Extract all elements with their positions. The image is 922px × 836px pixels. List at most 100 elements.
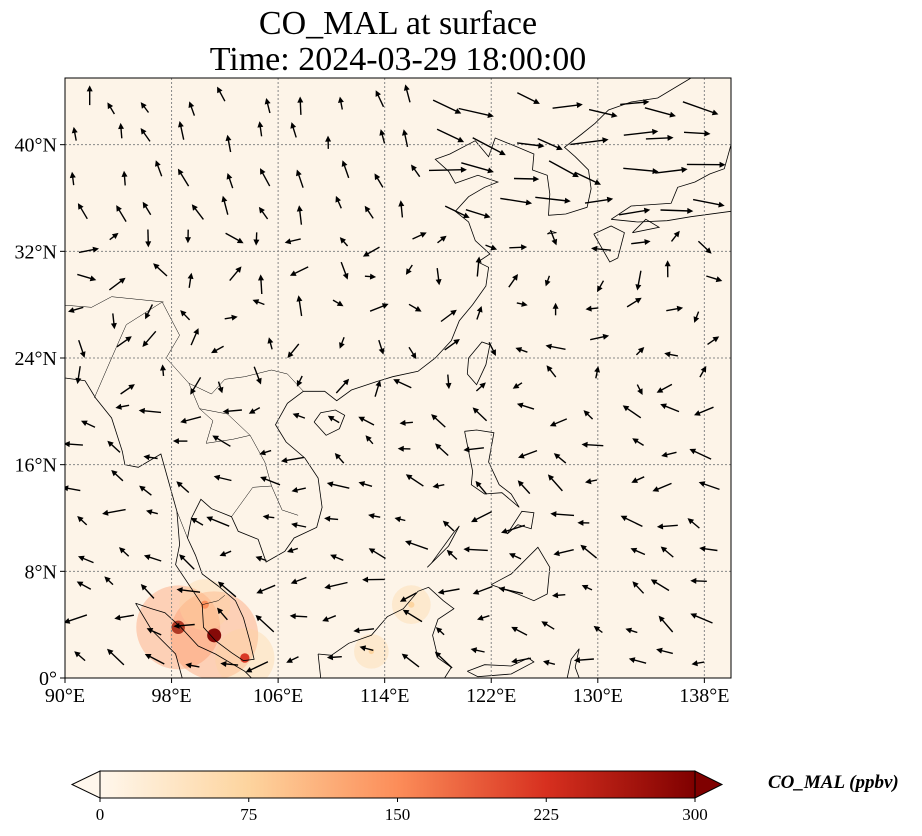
wind-vector-head xyxy=(498,586,506,593)
colorbar-tick-label: 75 xyxy=(240,805,257,824)
wind-vector-head xyxy=(475,480,482,488)
wind-vector-head xyxy=(77,516,84,523)
wind-vector-head xyxy=(259,449,266,456)
wind-vector-head xyxy=(68,307,75,313)
wind-vector-head xyxy=(217,386,224,394)
coastline xyxy=(610,144,731,223)
wind-vector-head xyxy=(517,480,524,487)
wind-vector-head xyxy=(369,273,377,280)
wind-vector-head xyxy=(594,366,600,373)
wind-vector-head xyxy=(322,616,329,622)
wind-vector-head xyxy=(453,339,460,345)
wind-vector-head xyxy=(477,614,484,621)
coastline xyxy=(467,657,535,678)
wind-vector-head xyxy=(483,212,491,219)
plot-area xyxy=(65,78,731,678)
colorbar-extend-max xyxy=(694,770,724,799)
wind-vector-head xyxy=(190,517,198,524)
wind-vector-head xyxy=(92,246,99,253)
wind-vector-head xyxy=(518,452,525,459)
wind-vector-head xyxy=(290,578,298,585)
wind-vector-head xyxy=(362,251,370,257)
wind-vector-head xyxy=(711,109,719,116)
wind-vector-shaft xyxy=(473,510,493,522)
wind-vector-head xyxy=(472,407,479,414)
wind-vector-head xyxy=(576,102,583,109)
wind-vector-head xyxy=(405,268,412,275)
wind-vector-head xyxy=(538,142,545,149)
wind-vector-head xyxy=(339,237,346,244)
wind-vector-shaft xyxy=(104,508,126,514)
wind-vector-shaft xyxy=(683,131,708,135)
wind-vector-head xyxy=(606,196,614,203)
colorbar: 0 75 150 225 300 xyxy=(70,770,724,824)
wind-vector-head xyxy=(341,160,348,167)
wind-vector-head xyxy=(660,403,667,410)
wind-vector-shaft xyxy=(404,610,423,623)
wind-vector-head xyxy=(399,596,407,602)
wind-vector-shaft xyxy=(582,546,598,559)
colorbar-extend-min xyxy=(70,770,101,799)
wind-vector-head xyxy=(153,263,160,270)
wind-vector-head xyxy=(217,581,225,588)
wind-vector-shaft xyxy=(692,198,722,206)
wind-vector-head xyxy=(698,481,706,487)
wind-vector-head xyxy=(700,365,707,373)
wind-vector-head xyxy=(620,515,628,522)
wind-vector-head xyxy=(454,108,462,114)
lat-tick-label: 0° xyxy=(39,668,57,690)
wind-vector-head xyxy=(719,161,726,168)
wind-vector-head xyxy=(326,481,334,488)
wind-vector-shaft xyxy=(516,92,538,104)
wind-vector-head xyxy=(669,111,676,118)
wind-vector-shaft xyxy=(440,588,460,593)
wind-vector-head xyxy=(140,584,148,591)
wind-vector-shaft xyxy=(108,650,125,666)
wind-vector-head xyxy=(457,136,465,143)
wind-vector-head xyxy=(248,408,256,414)
wind-vector-head xyxy=(470,647,478,654)
wind-vector-head xyxy=(643,207,651,214)
wind-vector-shaft xyxy=(556,549,574,555)
wind-vector-head xyxy=(191,204,198,211)
wind-vector-head xyxy=(140,128,147,135)
wind-vector-shaft xyxy=(179,589,201,593)
wind-vector-shaft xyxy=(214,436,231,447)
wind-vector-head xyxy=(89,275,97,282)
lat-tick-label: 40°N xyxy=(15,135,57,157)
wind-vector-head xyxy=(545,343,552,350)
wind-vector-head xyxy=(381,303,389,309)
coastline xyxy=(632,218,661,234)
wind-vector-shaft xyxy=(444,205,468,218)
wind-vector-head xyxy=(687,518,695,525)
wind-vector-shaft xyxy=(537,137,561,150)
wind-vector-shaft xyxy=(66,614,88,623)
wind-vector-head xyxy=(211,347,218,354)
wind-vector-head xyxy=(611,112,618,118)
wind-vector-head xyxy=(143,554,151,561)
wind-vector-head xyxy=(289,613,296,620)
wind-vector-head xyxy=(180,417,187,424)
wind-vector-head xyxy=(664,260,671,267)
wind-vector-head xyxy=(111,232,119,239)
wind-vector-head xyxy=(358,481,366,487)
wind-vector-head xyxy=(689,448,697,455)
wind-vector-shaft xyxy=(219,582,237,598)
wind-vector-head xyxy=(543,659,550,666)
wind-vector-shaft xyxy=(645,137,671,140)
wind-vector-head xyxy=(405,474,413,481)
wind-vector-shaft xyxy=(692,614,713,624)
wind-vector-head xyxy=(398,200,405,207)
country-border xyxy=(199,408,251,444)
colorbar-body xyxy=(99,770,696,799)
concentration-field xyxy=(136,579,431,678)
wind-vector-head xyxy=(437,588,445,595)
wind-vector-head xyxy=(511,626,518,633)
country-border xyxy=(188,383,299,516)
wind-vector-head xyxy=(556,144,563,151)
wind-vector-head xyxy=(487,112,494,118)
wind-vector-head xyxy=(256,377,262,385)
wind-vector-shaft xyxy=(701,482,720,491)
wind-vector-head xyxy=(394,516,401,523)
